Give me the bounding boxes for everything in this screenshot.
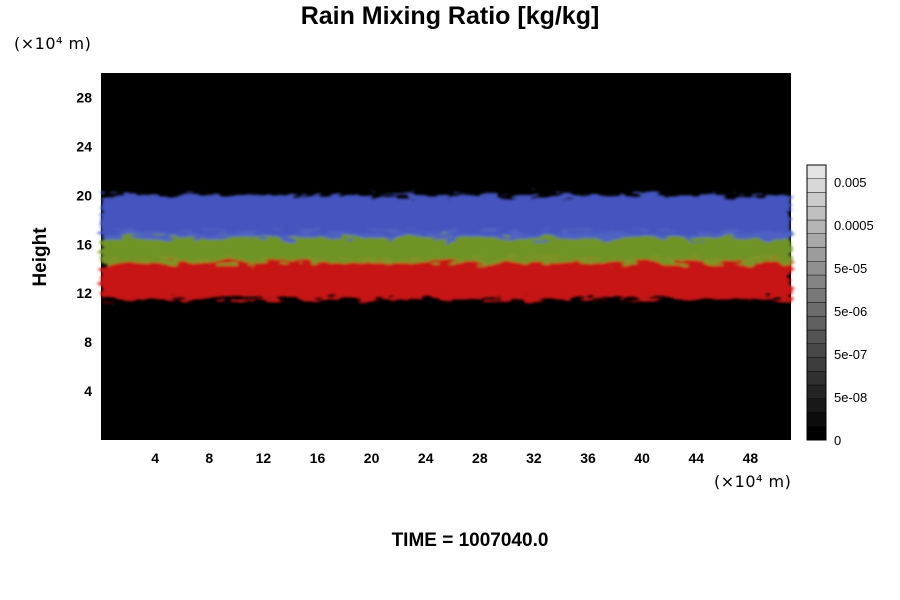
time-label: TIME = 1007040.0 xyxy=(391,530,549,551)
colorbar-swatch xyxy=(806,371,827,386)
colorbar-swatch xyxy=(806,274,827,289)
colorbar-swatch xyxy=(806,206,827,221)
y-axis-ticks: 4 8 12 16 20 24 28 xyxy=(76,89,92,399)
colorbar-frame xyxy=(806,164,827,441)
x-tick-label: 36 xyxy=(580,450,596,466)
colorbar-swatch xyxy=(806,164,827,179)
colorbar-swatch xyxy=(806,288,827,303)
data-band-2 xyxy=(101,195,791,239)
colorbar-swatch xyxy=(806,357,827,372)
x-tick-label: 44 xyxy=(689,450,705,466)
x-tick-label: 28 xyxy=(472,450,488,466)
x-axis-unit: (×10⁴ m) xyxy=(714,472,792,491)
colorbar-swatch xyxy=(806,302,827,317)
colorbar-swatch xyxy=(806,329,827,344)
colorbar-swatch xyxy=(806,219,827,234)
colorbar-label: 5e-06 xyxy=(834,304,867,319)
x-tick-label: 40 xyxy=(634,450,650,466)
colorbar-swatch xyxy=(806,192,827,207)
colorbar-swatch xyxy=(806,233,827,248)
y-tick-label: 16 xyxy=(76,236,92,252)
colorbar-label: 0.005 xyxy=(834,175,867,190)
x-tick-label: 32 xyxy=(526,450,542,466)
colorbar-swatch xyxy=(806,316,827,331)
x-tick-label: 12 xyxy=(256,450,272,466)
x-tick-label: 16 xyxy=(310,450,326,466)
colorbar-swatch xyxy=(806,412,827,427)
x-tick-label: 20 xyxy=(364,450,380,466)
colorbar-swatch xyxy=(806,384,827,399)
y-tick-label: 24 xyxy=(76,138,92,154)
x-tick-label: 24 xyxy=(418,450,434,466)
chart-title: Rain Mixing Ratio [kg/kg] xyxy=(300,2,600,30)
x-axis-ticks: 4 8 12 16 20 24 28 32 36 40 44 48 xyxy=(151,450,758,466)
colorbar-swatch xyxy=(806,398,827,413)
colorbar-swatch xyxy=(806,247,827,262)
colorbar-label: 0 xyxy=(834,433,841,448)
x-tick-label: 8 xyxy=(205,450,213,466)
y-tick-label: 20 xyxy=(76,187,92,203)
colorbar-swatch xyxy=(806,261,827,276)
data-band-0 xyxy=(101,258,791,300)
colorbar-label: 5e-05 xyxy=(834,261,867,276)
data-layer xyxy=(101,195,791,300)
colorbar-swatch xyxy=(806,178,827,193)
colorbar: 0 5e-08 5e-07 5e-06 5e-05 0.0005 0.005 xyxy=(806,164,874,448)
y-tick-label: 28 xyxy=(76,89,92,105)
colorbar-label: 0.0005 xyxy=(834,218,874,233)
colorbar-label: 5e-07 xyxy=(834,347,867,362)
y-tick-label: 12 xyxy=(76,285,92,301)
colorbar-swatch xyxy=(806,343,827,358)
y-axis-unit: (×10⁴ m) xyxy=(14,34,92,53)
x-tick-label: 48 xyxy=(743,450,759,466)
colorbar-swatch xyxy=(806,426,827,441)
y-tick-label: 4 xyxy=(84,383,92,399)
y-tick-label: 8 xyxy=(84,334,92,350)
x-tick-label: 4 xyxy=(151,450,159,466)
colorbar-label: 5e-08 xyxy=(834,390,867,405)
